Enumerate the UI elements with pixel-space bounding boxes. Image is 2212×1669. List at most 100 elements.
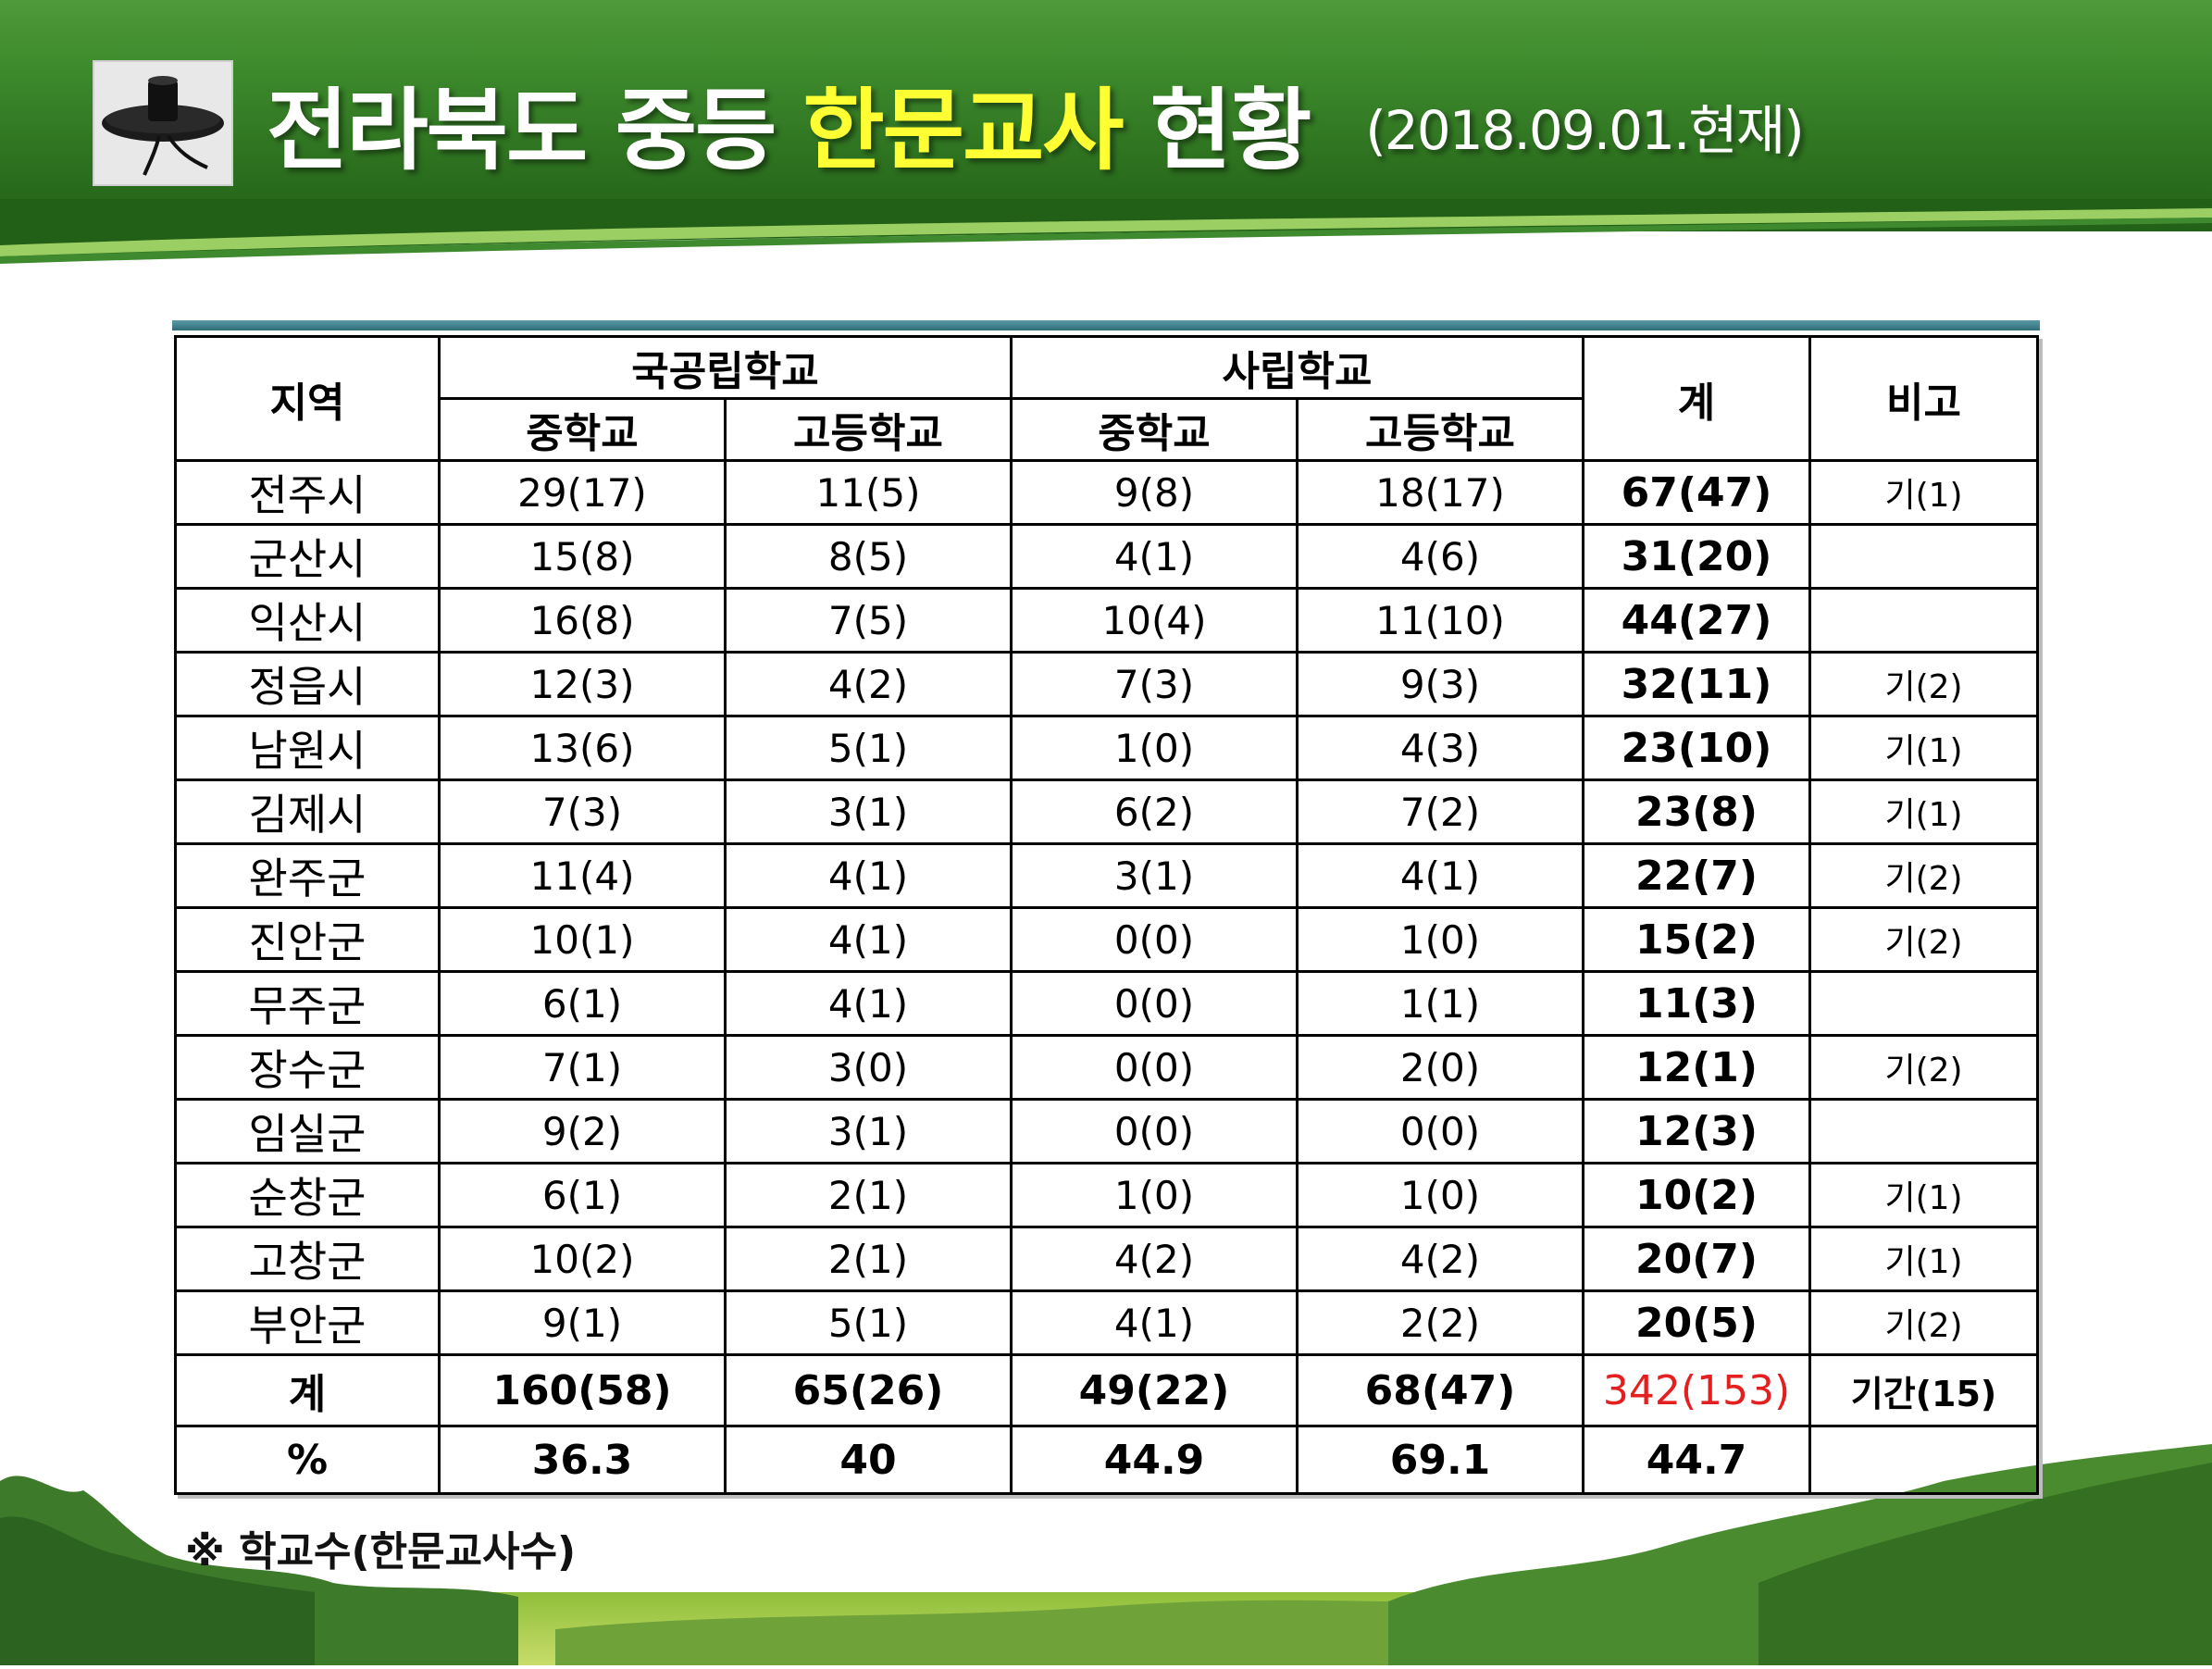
sum-private-high: 68(47)	[1295, 1353, 1585, 1427]
title-highlight: 한문교사	[802, 78, 1124, 182]
cell-region: 진안군	[174, 906, 441, 973]
sum-public-high: 65(26)	[724, 1353, 1013, 1427]
table-row: 전주시 29(17) 11(5) 9(8) 18(17) 67(47) 기(1)	[174, 459, 2040, 526]
cell-private-middle: 7(3)	[1010, 651, 1299, 717]
cell-region: 완주군	[174, 842, 441, 909]
header-region: 지역	[174, 335, 441, 462]
cell-total: 22(7)	[1582, 842, 1812, 909]
sum-private-middle: 49(22)	[1010, 1353, 1299, 1427]
table-row: 익산시 16(8) 7(5) 10(4) 11(10) 44(27)	[174, 587, 2040, 654]
percent-public-high: 40	[724, 1425, 1013, 1495]
cell-public-middle: 10(1)	[438, 906, 727, 973]
cell-note: 기(1)	[1808, 715, 2040, 781]
cell-private-middle: 0(0)	[1010, 1098, 1299, 1165]
percent-note	[1808, 1425, 2040, 1495]
cell-private-high: 1(1)	[1295, 970, 1585, 1037]
table-row: 부안군 9(1) 5(1) 4(1) 2(2) 20(5) 기(2)	[174, 1289, 2040, 1356]
table-row: 고창군 10(2) 2(1) 4(2) 4(2) 20(7) 기(1)	[174, 1226, 2040, 1292]
cell-public-middle: 10(2)	[438, 1226, 727, 1292]
cell-public-high: 2(1)	[724, 1162, 1013, 1228]
cell-public-middle: 12(3)	[438, 651, 727, 717]
cell-region: 임실군	[174, 1098, 441, 1165]
cell-private-middle: 1(0)	[1010, 715, 1299, 781]
cell-total: 32(11)	[1582, 651, 1812, 717]
cell-total: 20(7)	[1582, 1226, 1812, 1292]
cell-region: 익산시	[174, 587, 441, 654]
cell-public-high: 3(0)	[724, 1034, 1013, 1101]
cell-note: 기(1)	[1808, 459, 2040, 526]
cell-private-high: 4(3)	[1295, 715, 1585, 781]
table-row: 남원시 13(6) 5(1) 1(0) 4(3) 23(10) 기(1)	[174, 715, 2040, 781]
cell-private-middle: 4(1)	[1010, 1289, 1299, 1356]
header-swoosh	[0, 199, 2212, 282]
cell-public-middle: 6(1)	[438, 1162, 727, 1228]
cell-public-high: 2(1)	[724, 1226, 1013, 1292]
cell-note: 기(2)	[1808, 651, 2040, 717]
cell-private-middle: 1(0)	[1010, 1162, 1299, 1228]
table-row: 임실군 9(2) 3(1) 0(0) 0(0) 12(3)	[174, 1098, 2040, 1165]
cell-private-high: 4(6)	[1295, 523, 1585, 590]
table-top-rule	[172, 320, 2040, 330]
percent-total: 44.7	[1582, 1425, 1812, 1495]
cell-total: 15(2)	[1582, 906, 1812, 973]
table-row: 무주군 6(1) 4(1) 0(0) 1(1) 11(3)	[174, 970, 2040, 1037]
cell-private-high: 7(2)	[1295, 778, 1585, 845]
cell-note	[1808, 587, 2040, 654]
cell-public-high: 5(1)	[724, 1289, 1013, 1356]
header-public: 국공립학교	[438, 335, 1013, 400]
cell-private-high: 0(0)	[1295, 1098, 1585, 1165]
sum-note: 기간(15)	[1808, 1353, 2040, 1427]
cell-public-high: 4(2)	[724, 651, 1013, 717]
cell-public-middle: 9(2)	[438, 1098, 727, 1165]
table-row: 정읍시 12(3) 4(2) 7(3) 9(3) 32(11) 기(2)	[174, 651, 2040, 717]
cell-note	[1808, 523, 2040, 590]
cell-private-high: 1(0)	[1295, 1162, 1585, 1228]
cell-total: 12(1)	[1582, 1034, 1812, 1101]
header-public-middle: 중학교	[438, 397, 727, 462]
cell-public-high: 3(1)	[724, 1098, 1013, 1165]
cell-public-high: 4(1)	[724, 842, 1013, 909]
footnote: ※ 학교수(한문교사수)	[185, 1528, 577, 1576]
cell-public-high: 4(1)	[724, 970, 1013, 1037]
cell-public-middle: 6(1)	[438, 970, 727, 1037]
grand-total: 342(153)	[1582, 1353, 1812, 1427]
cell-public-high: 7(5)	[724, 587, 1013, 654]
header-private-high: 고등학교	[1295, 397, 1585, 462]
cell-note	[1808, 970, 2040, 1037]
cell-note: 기(2)	[1808, 906, 2040, 973]
cell-public-middle: 7(1)	[438, 1034, 727, 1101]
cell-private-high: 4(1)	[1295, 842, 1585, 909]
cell-total: 44(27)	[1582, 587, 1812, 654]
cell-private-middle: 6(2)	[1010, 778, 1299, 845]
header-total: 계	[1582, 335, 1812, 462]
cell-public-high: 11(5)	[724, 459, 1013, 526]
cell-total: 23(8)	[1582, 778, 1812, 845]
cell-note: 기(2)	[1808, 1289, 2040, 1356]
cell-private-middle: 9(8)	[1010, 459, 1299, 526]
cell-region: 김제시	[174, 778, 441, 845]
cell-private-high: 1(0)	[1295, 906, 1585, 973]
cell-note: 기(1)	[1808, 778, 2040, 845]
table-row: 김제시 7(3) 3(1) 6(2) 7(2) 23(8) 기(1)	[174, 778, 2040, 845]
cell-total: 10(2)	[1582, 1162, 1812, 1228]
percent-public-middle: 36.3	[438, 1425, 727, 1495]
teacher-stats-table: 지역 국공립학교 사립학교 계 비고 중학교 고등학교 중학교 고등학교 전주시…	[174, 335, 2040, 1495]
cell-public-middle: 9(1)	[438, 1289, 727, 1356]
cell-region: 무주군	[174, 970, 441, 1037]
cell-region: 순창군	[174, 1162, 441, 1228]
table-row: 군산시 15(8) 8(5) 4(1) 4(6) 31(20)	[174, 523, 2040, 590]
cell-public-middle: 7(3)	[438, 778, 727, 845]
sum-row: 계 160(58) 65(26) 49(22) 68(47) 342(153) …	[174, 1353, 2040, 1427]
title-main: 전라북도 중등	[267, 78, 777, 182]
table-row: 장수군 7(1) 3(0) 0(0) 2(0) 12(1) 기(2)	[174, 1034, 2040, 1101]
cell-private-middle: 0(0)	[1010, 1034, 1299, 1101]
cell-total: 20(5)	[1582, 1289, 1812, 1356]
cell-note	[1808, 1098, 2040, 1165]
cell-total: 67(47)	[1582, 459, 1812, 526]
cell-private-high: 11(10)	[1295, 587, 1585, 654]
cell-private-high: 2(2)	[1295, 1289, 1585, 1356]
cell-public-middle: 11(4)	[438, 842, 727, 909]
cell-total: 31(20)	[1582, 523, 1812, 590]
cell-private-middle: 0(0)	[1010, 906, 1299, 973]
cell-note: 기(2)	[1808, 842, 2040, 909]
